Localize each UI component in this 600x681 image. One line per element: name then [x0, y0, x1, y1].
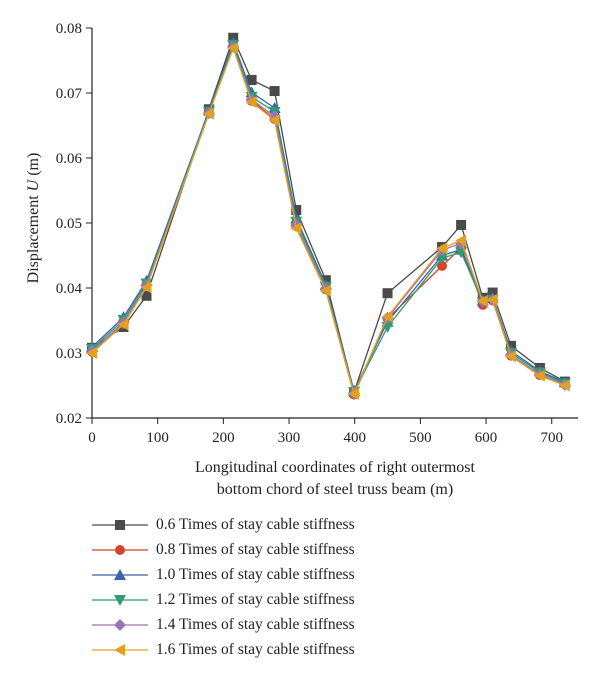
y-tick-label: 0.06: [56, 151, 83, 167]
legend-marker: [115, 544, 125, 555]
legend-marker: [115, 519, 125, 530]
legend-marker: [114, 594, 126, 606]
data-point: [86, 347, 97, 359]
legend-entry: 1.2 Times of stay cable stiffness: [88, 587, 355, 612]
x-tick-label: 400: [343, 430, 366, 446]
data-point: [291, 205, 302, 215]
series-line-4: [91, 42, 566, 394]
data-point: [437, 260, 448, 271]
data-point: [227, 42, 239, 55]
series-line-1: [91, 36, 566, 395]
legend-swatch-series-3: [92, 568, 148, 580]
data-point: [202, 107, 214, 120]
x-tick-label: 500: [409, 430, 432, 446]
series-layer: [86, 32, 571, 400]
legend-entry: 1.4 Times of stay cable stiffness: [88, 612, 355, 637]
legend-swatch-series-1: [92, 519, 148, 530]
y-axis-title: Displacement U (m): [25, 153, 42, 284]
legend-swatch-series-6: [92, 643, 148, 656]
series-1: [87, 32, 570, 397]
series-line-6: [91, 46, 566, 396]
y-tick-label: 0.08: [56, 21, 82, 37]
y-tick-label: 0.05: [56, 216, 82, 232]
x-tick-label: 600: [475, 430, 498, 446]
series-6: [86, 42, 570, 400]
data-point: [269, 86, 280, 97]
series-line-2: [91, 43, 566, 397]
data-point: [505, 350, 517, 363]
legend-swatch-series-2: [92, 544, 148, 555]
series-2: [87, 40, 570, 400]
x-axis-title-line-2: bottom chord of steel truss beam (m): [217, 481, 453, 498]
legend-label: 1.0 Times of stay cable stiffness: [156, 565, 355, 583]
data-point: [436, 253, 449, 265]
x-axis-title-line-1: Longitudinal coordinates of right outerm…: [195, 459, 476, 476]
y-tick-label: 0.02: [56, 411, 82, 427]
data-point: [476, 295, 488, 307]
legend-label: 0.8 Times of stay cable stiffness: [156, 540, 355, 558]
legend-entry: 1.0 Times of stay cable stiffness: [88, 562, 355, 587]
x-tick-label: 300: [278, 430, 301, 446]
data-point: [319, 284, 331, 297]
data-point: [117, 318, 129, 331]
legend-marker: [114, 568, 126, 580]
legend-swatch-series-4: [92, 594, 148, 606]
data-point: [486, 293, 498, 306]
legend-entry: 1.6 Times of stay cable stiffness: [88, 637, 355, 662]
legend-marker: [114, 618, 126, 631]
legend-label: 1.6 Times of stay cable stiffness: [156, 640, 355, 658]
tick-labels: 0 100 200 300 400 500 600 700 0.02 0.03 0.04 0.05 0.…: [56, 21, 563, 446]
data-point: [245, 96, 257, 109]
data-point: [290, 222, 302, 235]
data-point: [141, 290, 152, 301]
x-tick-label: 200: [212, 430, 235, 446]
data-point: [558, 379, 570, 392]
legend-label: 0.6 Times of stay cable stiffness: [156, 515, 355, 533]
legend-label: 1.2 Times of stay cable stiffness: [156, 590, 355, 608]
series-5: [86, 40, 571, 400]
series-4: [86, 39, 571, 398]
axes-frame: [86, 27, 578, 424]
data-point: [436, 242, 448, 255]
data-point: [140, 281, 152, 294]
legend: 0.6 Times of stay cable stiffness 0.8 Ti…: [88, 512, 355, 662]
data-point: [382, 288, 393, 299]
legend-swatch-series-5: [92, 618, 148, 631]
y-tick-label: 0.07: [56, 86, 83, 102]
series-line-5: [91, 44, 566, 396]
x-tick-label: 700: [540, 430, 563, 446]
legend-marker: [114, 643, 125, 656]
data-point: [381, 310, 393, 323]
x-tick-label: 100: [146, 430, 169, 446]
x-tick-label: 0: [88, 430, 96, 446]
data-point: [246, 75, 257, 85]
data-point: [268, 114, 280, 127]
y-tick-label: 0.03: [56, 346, 82, 362]
series-3: [86, 36, 571, 396]
legend-label: 1.4 Times of stay cable stiffness: [156, 615, 355, 633]
legend-entry: 0.6 Times of stay cable stiffness: [88, 512, 355, 537]
data-point: [456, 219, 467, 230]
data-point: [533, 369, 545, 382]
legend-entry: 0.8 Times of stay cable stiffness: [88, 537, 355, 562]
data-point: [348, 387, 360, 400]
data-point: [455, 234, 467, 247]
series-line-3: [91, 40, 566, 393]
y-tick-label: 0.04: [56, 281, 83, 297]
